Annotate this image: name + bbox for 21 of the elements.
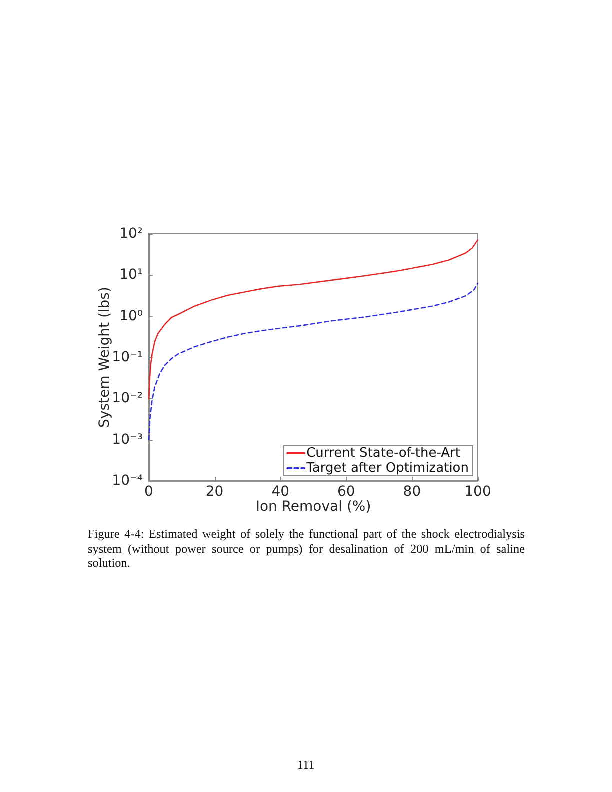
text: 111 bbox=[297, 758, 315, 773]
y-tick-label: 10¹ bbox=[120, 267, 143, 284]
x-tick-label: 40 bbox=[272, 484, 290, 500]
y-tick-label: 10⁰ bbox=[120, 308, 144, 324]
y-tick-label: 10⁻³ bbox=[112, 432, 143, 448]
y-tick-label: 10⁻⁴ bbox=[112, 473, 144, 489]
x-tick-label: 60 bbox=[337, 484, 356, 500]
y-tick-label: 10² bbox=[120, 226, 143, 242]
legend-label: Current State-of-the-Art bbox=[306, 446, 460, 461]
y-axis-title: System Weight (lbs) bbox=[97, 287, 113, 428]
caption: Figure 4-4: Estimated weight of solely the functional part of the shock electrodialysis system (without power source or pumps) for desalination of 200 mL/min of saline solution. bbox=[88, 527, 525, 571]
line-series bbox=[148, 282, 479, 440]
x-tick-label: 20 bbox=[206, 484, 224, 500]
x-tick-label: 80 bbox=[403, 484, 422, 500]
x-axis-title: Ion Removal (%) bbox=[256, 499, 372, 515]
line-series bbox=[148, 239, 479, 400]
x-tick-label: 100 bbox=[464, 484, 492, 500]
y-tick-label: 10⁻² bbox=[112, 390, 143, 407]
x-tick-label: 0 bbox=[144, 484, 154, 500]
y-tick-label: 10⁻¹ bbox=[112, 350, 143, 366]
legend-label: Target after Optimization bbox=[306, 461, 470, 476]
